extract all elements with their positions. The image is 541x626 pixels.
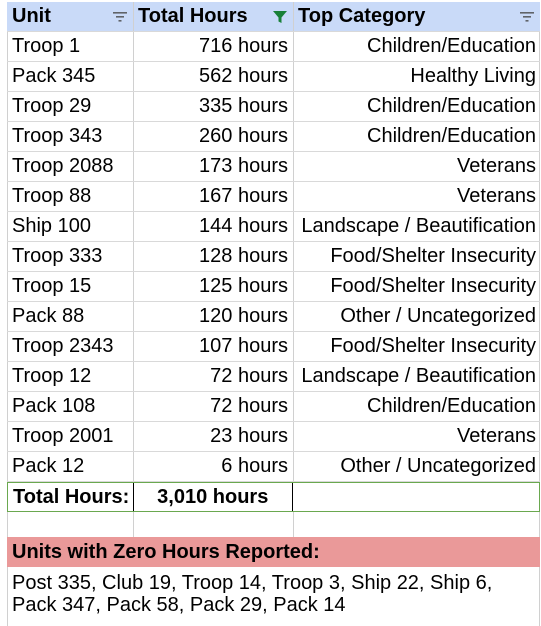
hours-cell[interactable]: 335 hours [133,92,293,121]
unit-cell[interactable]: Troop 88 [12,185,92,207]
hours-table: Unit Total Hours Top Category [7,2,540,538]
header-total-hours-cell[interactable]: Total Hours [133,2,293,31]
unit-cell[interactable]: Pack 12 [12,455,85,477]
hours-cell[interactable]: 167 hours [133,182,293,211]
table-row: Troop 2343 107 hours Food/Shelter Insecuri… [7,332,540,362]
total-empty-cell[interactable] [293,483,539,511]
table-row: Troop 2001 23 hours Veterans [7,422,540,452]
hours-cell[interactable]: 120 hours [133,302,293,331]
header-top-category-cell[interactable]: Top Category [293,2,540,31]
hours-cell[interactable]: 144 hours [133,212,293,241]
header-unit-cell[interactable]: Unit [7,2,133,31]
hours-cell[interactable]: 107 hours [133,332,293,361]
table-row: Pack 88 120 hours Other / Uncategorized [7,302,540,332]
category-cell[interactable]: Children/Education [293,122,540,151]
unit-cell[interactable]: Troop 12 [12,365,92,387]
hours-cell[interactable]: 562 hours [133,62,293,91]
unit-cell[interactable]: Pack 108 [12,395,96,417]
unit-cell[interactable]: Troop 2088 [12,155,114,177]
filter-lines-icon[interactable] [520,11,534,23]
hours-cell[interactable]: 72 hours [133,362,293,391]
hours-cell[interactable]: 6 hours [133,452,293,481]
category-cell[interactable]: Landscape / Beautification [293,362,540,391]
hours-cell[interactable]: 125 hours [133,272,293,301]
header-unit-label: Unit [12,5,51,27]
table-row: Pack 345 562 hours Healthy Living [7,62,540,92]
hours-cell[interactable]: 23 hours [133,422,293,451]
header-total-hours-label: Total Hours [138,5,248,27]
table-row: Troop 12 72 hours Landscape / Beautificati… [7,362,540,392]
category-cell[interactable]: Other / Uncategorized [293,302,540,331]
table-body: Troop 1 716 hours Children/Education Pack 3… [7,32,540,482]
table-row: Troop 343 260 hours Children/Education [7,122,540,152]
header-top-category-label: Top Category [298,5,426,27]
funnel-filter-icon[interactable] [273,10,287,24]
empty-cell[interactable] [293,512,540,537]
category-cell[interactable]: Other / Uncategorized [293,452,540,481]
unit-cell[interactable]: Troop 333 [12,245,103,267]
table-row: Troop 88 167 hours Veterans [7,182,540,212]
unit-cell[interactable]: Troop 2343 [12,335,114,357]
category-cell[interactable]: Children/Education [293,92,540,121]
unit-cell[interactable]: Pack 345 [12,65,96,87]
zero-hours-header[interactable]: Units with Zero Hours Reported: [7,537,540,567]
category-cell[interactable]: Veterans [293,152,540,181]
grid-left-edge [7,2,8,626]
category-cell[interactable]: Food/Shelter Insecurity [293,242,540,271]
zero-hours-list[interactable]: Post 335, Club 19, Troop 14, Troop 3, Sh… [12,572,532,616]
category-cell[interactable]: Children/Education [293,392,540,421]
hours-cell[interactable]: 72 hours [133,392,293,421]
unit-cell[interactable]: Troop 1 [12,35,81,57]
table-row: Troop 2088 173 hours Veterans [7,152,540,182]
grid-right-edge [539,2,540,626]
table-row: Troop 333 128 hours Food/Shelter Insecurit… [7,242,540,272]
unit-cell[interactable]: Troop 2001 [12,425,114,447]
total-row: Total Hours: 3,010 hours [7,482,540,512]
unit-cell[interactable]: Troop 343 [12,125,103,147]
empty-row [7,512,540,538]
zero-hours-title: Units with Zero Hours Reported: [12,540,320,563]
filter-lines-icon[interactable] [113,11,127,23]
unit-cell[interactable]: Ship 100 [12,215,91,237]
category-cell[interactable]: Food/Shelter Insecurity [293,332,540,361]
table-row: Ship 100 144 hours Landscape / Beautificat… [7,212,540,242]
table-row: Troop 15 125 hours Food/Shelter Insecurity [7,272,540,302]
zero-hours-list-line: Pack 347, Pack 58, Pack 29, Pack 14 [12,594,346,616]
empty-cell[interactable] [7,512,133,537]
category-cell[interactable]: Veterans [293,182,540,211]
header-row: Unit Total Hours Top Category [7,2,540,32]
hours-cell[interactable]: 260 hours [133,122,293,151]
hours-cell[interactable]: 716 hours [133,32,293,61]
category-cell[interactable]: Children/Education [293,32,540,61]
unit-cell[interactable]: Troop 29 [12,95,92,117]
unit-cell[interactable]: Pack 88 [12,305,85,327]
hours-cell[interactable]: 128 hours [133,242,293,271]
table-row: Pack 108 72 hours Children/Education [7,392,540,422]
zero-hours-list-line: Post 335, Club 19, Troop 14, Troop 3, Sh… [12,572,493,594]
category-cell[interactable]: Healthy Living [293,62,540,91]
total-label-cell[interactable]: Total Hours: [8,483,134,511]
total-value-cell[interactable]: 3,010 hours [134,483,293,511]
hours-cell[interactable]: 173 hours [133,152,293,181]
unit-cell[interactable]: Troop 15 [12,275,92,297]
category-cell[interactable]: Landscape / Beautification [293,212,540,241]
table-row: Pack 12 6 hours Other / Uncategorized [7,452,540,482]
total-value: 3,010 hours [157,485,269,508]
table-row: Troop 1 716 hours Children/Education [7,32,540,62]
category-cell[interactable]: Food/Shelter Insecurity [293,272,540,301]
empty-cell[interactable] [133,512,293,537]
category-cell[interactable]: Veterans [293,422,540,451]
table-row: Troop 29 335 hours Children/Education [7,92,540,122]
